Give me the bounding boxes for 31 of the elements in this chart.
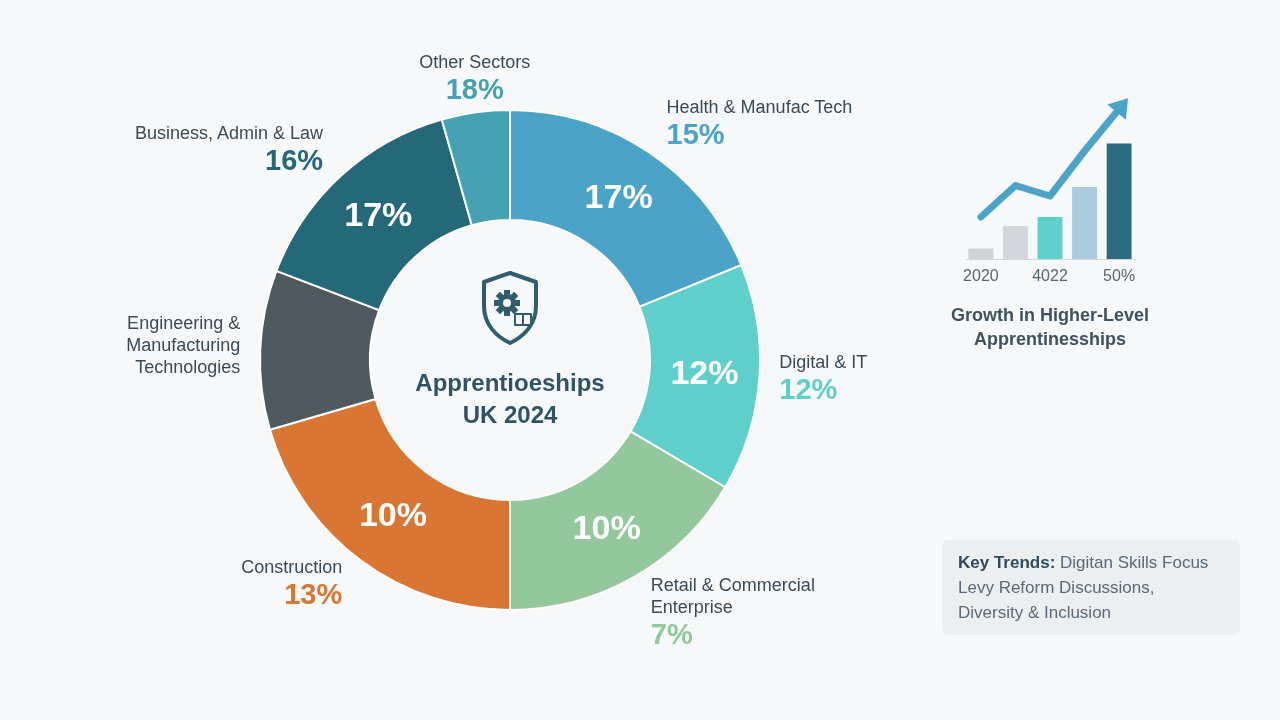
bar bbox=[1106, 143, 1132, 259]
slice-label: Health & Manufac Tech bbox=[666, 96, 853, 117]
slice-label: Business, Admin & Law bbox=[135, 123, 325, 144]
text: 15% bbox=[666, 117, 725, 150]
text: Diversity & Inclusion bbox=[958, 603, 1112, 622]
text: 13% bbox=[284, 578, 343, 611]
text: 10% bbox=[572, 508, 641, 547]
text: 17% bbox=[344, 195, 413, 234]
slice-label: Digital & IT bbox=[779, 351, 868, 372]
text: 7% bbox=[650, 618, 693, 651]
slice-label: Engineering & Manufacturing Technologies bbox=[126, 313, 241, 378]
text: 16% bbox=[265, 144, 324, 177]
slice-label: Retail & Commercial Enterprise bbox=[650, 575, 815, 618]
text: Growth in Higher-Level Apprentinesships bbox=[950, 305, 1150, 349]
x-tick-label: 50% bbox=[1103, 266, 1136, 284]
text: Digitan Skills Focus bbox=[1060, 553, 1209, 572]
text: Apprentioeships bbox=[415, 369, 605, 396]
text: 12% bbox=[779, 372, 838, 405]
text: 18% bbox=[445, 72, 504, 105]
text: 12% bbox=[670, 353, 739, 392]
text: Levy Reform Discussions, bbox=[958, 578, 1155, 597]
x-tick-label: 4022 bbox=[1032, 266, 1068, 284]
text: 17% bbox=[584, 177, 653, 216]
x-tick-label: 2020 bbox=[963, 266, 999, 284]
bar bbox=[1037, 217, 1063, 259]
text: 10% bbox=[358, 494, 427, 533]
slice-label: Other Sectors bbox=[419, 51, 531, 72]
bar bbox=[1072, 187, 1097, 259]
text: UK 2024 bbox=[462, 401, 559, 428]
slice-label: Construction bbox=[241, 557, 343, 578]
text: Key Trends: bbox=[958, 553, 1056, 572]
